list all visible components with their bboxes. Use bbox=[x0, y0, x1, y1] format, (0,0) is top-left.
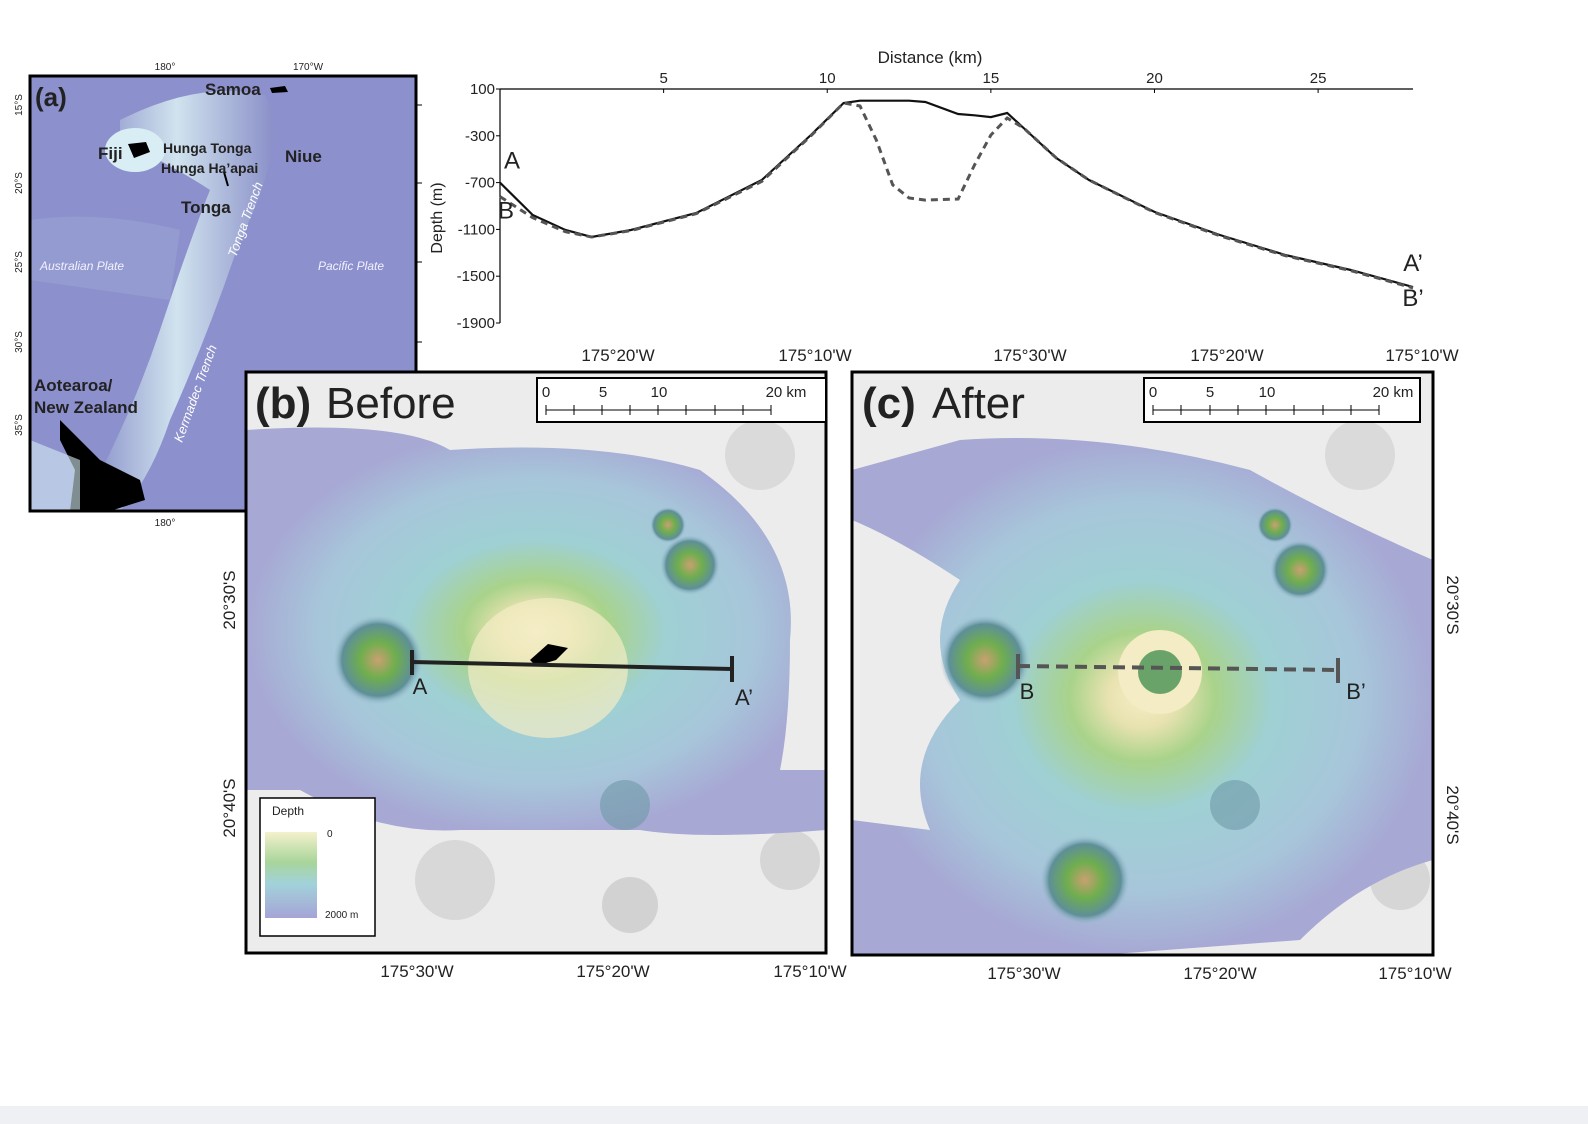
scale-label: 5 bbox=[1206, 384, 1214, 401]
profile-end-label: A’ bbox=[1403, 250, 1423, 277]
profile-label: A’ bbox=[735, 685, 753, 710]
y-axis-title: Depth (m) bbox=[429, 182, 446, 253]
lon-label: 175°10'W bbox=[1378, 964, 1451, 983]
profile-start-label: B bbox=[498, 198, 514, 225]
x-tick-label: 10 bbox=[819, 70, 836, 87]
figure: (a) Samoa Fiji Hunga Tonga Hunga Ha’apai… bbox=[0, 0, 1588, 1124]
lon-label: 175°30'W bbox=[993, 346, 1066, 365]
place-label: Aotearoa/ bbox=[34, 376, 113, 395]
place-label: Samoa bbox=[205, 80, 261, 99]
lat-label: 35°S bbox=[14, 414, 25, 436]
scale-label: 20 km bbox=[1373, 384, 1414, 401]
panel-label: (b) bbox=[255, 379, 311, 428]
place-label: Fiji bbox=[98, 144, 123, 163]
x-tick-label: 25 bbox=[1310, 70, 1327, 87]
place-label: Niue bbox=[285, 147, 322, 166]
place-label: New Zealand bbox=[34, 398, 138, 417]
lon-label: 180° bbox=[155, 518, 176, 529]
legend-label: 2000 m bbox=[325, 910, 358, 921]
lon-label: 180° bbox=[155, 62, 176, 73]
panel-title: Before bbox=[326, 379, 456, 428]
lon-label: 175°20'W bbox=[1183, 964, 1256, 983]
panel-label: (a) bbox=[35, 82, 67, 112]
x-tick-label: 15 bbox=[983, 70, 1000, 87]
lat-label: 15°S bbox=[14, 94, 25, 116]
profile-label: B’ bbox=[1346, 679, 1366, 704]
lat-label: 25°S bbox=[14, 251, 25, 273]
y-tick-label: 100 bbox=[470, 81, 495, 98]
y-tick-label: -1500 bbox=[457, 268, 495, 285]
lon-label: 175°20'W bbox=[1190, 346, 1263, 365]
scale-label: 5 bbox=[599, 384, 607, 401]
lat-label: 20°30'S bbox=[1443, 575, 1462, 634]
x-tick-label: 20 bbox=[1146, 70, 1163, 87]
profile-start-label: A bbox=[504, 148, 520, 175]
scale-label: 10 bbox=[651, 384, 668, 401]
plate-label: Australian Plate bbox=[39, 259, 124, 273]
lon-label: 175°10'W bbox=[1385, 346, 1458, 365]
lon-label: 175°10'W bbox=[773, 962, 846, 981]
lat-label: 20°40'S bbox=[220, 778, 239, 837]
y-tick-label: -1100 bbox=[458, 221, 495, 238]
x-tick-label: 5 bbox=[659, 70, 667, 87]
lat-label: 20°30'S bbox=[220, 570, 239, 629]
place-label: Hunga Tonga bbox=[163, 140, 252, 156]
y-tick-label: -300 bbox=[465, 128, 495, 145]
profile-end-label: B’ bbox=[1402, 285, 1423, 312]
panel-label: (c) bbox=[862, 379, 916, 428]
lat-label: 20°S bbox=[14, 172, 25, 194]
lon-label: 175°20'W bbox=[576, 962, 649, 981]
map-c bbox=[852, 372, 1433, 955]
place-label: Tonga bbox=[181, 198, 231, 217]
lon-label: 175°10'W bbox=[778, 346, 851, 365]
lon-label: 170°W bbox=[293, 62, 324, 73]
x-axis-title: Distance (km) bbox=[878, 48, 983, 67]
lon-label: 175°30'W bbox=[380, 962, 453, 981]
legend-title: Depth bbox=[272, 804, 304, 818]
y-tick-label: -700 bbox=[465, 175, 495, 192]
profile-label: B bbox=[1020, 679, 1035, 704]
lon-label: 175°20'W bbox=[581, 346, 654, 365]
lat-label: 30°S bbox=[14, 331, 25, 353]
y-tick-label: -1900 bbox=[457, 315, 495, 332]
scale-label: 20 km bbox=[766, 384, 807, 401]
profile-label: A bbox=[413, 674, 428, 699]
panel-title: After bbox=[932, 379, 1025, 428]
place-label: Hunga Ha’apai bbox=[161, 160, 258, 176]
legend-label: 0 bbox=[327, 829, 333, 840]
plate-label: Pacific Plate bbox=[318, 259, 384, 273]
lon-label: 175°30'W bbox=[987, 964, 1060, 983]
bottom-strip bbox=[0, 1106, 1588, 1124]
scale-label: 0 bbox=[1149, 384, 1157, 401]
scale-label: 0 bbox=[542, 384, 550, 401]
scale-label: 10 bbox=[1259, 384, 1276, 401]
legend-ramp bbox=[265, 832, 317, 918]
lat-label: 20°40'S bbox=[1443, 785, 1462, 844]
